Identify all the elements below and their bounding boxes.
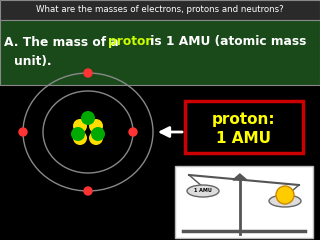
Circle shape <box>276 186 294 204</box>
Text: A. The mass of a: A. The mass of a <box>4 36 123 48</box>
Text: proton: proton <box>108 36 154 48</box>
Circle shape <box>84 187 92 195</box>
Circle shape <box>129 128 137 136</box>
Ellipse shape <box>187 185 219 197</box>
Bar <box>0 0 320 20</box>
Circle shape <box>89 131 103 145</box>
Circle shape <box>19 128 27 136</box>
Circle shape <box>71 127 85 141</box>
Text: 1 AMU: 1 AMU <box>217 131 271 146</box>
Circle shape <box>89 119 103 133</box>
Text: proton:: proton: <box>212 112 276 127</box>
Text: What are the masses of electrons, protons and neutrons?: What are the masses of electrons, proton… <box>36 6 284 14</box>
Bar <box>0 20 320 85</box>
Ellipse shape <box>269 195 301 207</box>
FancyBboxPatch shape <box>185 101 303 153</box>
Text: is 1 AMU (atomic mass: is 1 AMU (atomic mass <box>146 36 306 48</box>
Circle shape <box>91 127 105 141</box>
Circle shape <box>81 111 95 125</box>
Text: 1 AMU: 1 AMU <box>194 188 212 193</box>
Polygon shape <box>233 174 247 180</box>
FancyBboxPatch shape <box>175 166 313 238</box>
Circle shape <box>73 119 87 133</box>
Text: unit).: unit). <box>14 55 52 68</box>
Circle shape <box>73 131 87 145</box>
Circle shape <box>84 69 92 77</box>
